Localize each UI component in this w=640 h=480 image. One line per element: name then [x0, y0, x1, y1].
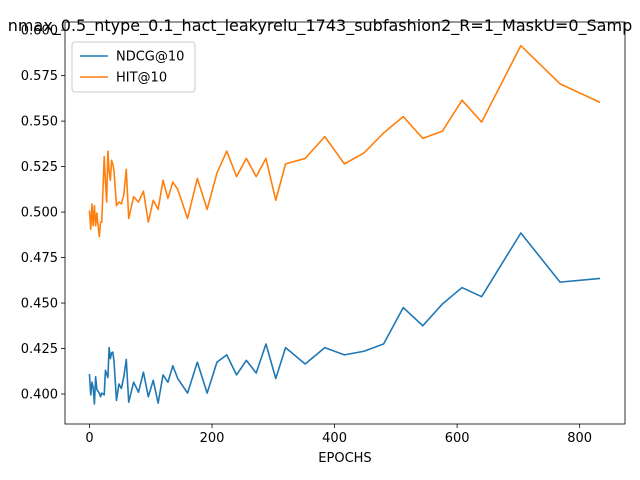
y-tick-label: 0.500: [21, 206, 58, 221]
y-tick-label: 0.525: [21, 160, 58, 175]
y-tick-label: 0.475: [21, 251, 58, 266]
y-tick-label: 0.425: [21, 342, 58, 357]
chart-title: nmax_0.5_ntype_0.1_hact_leakyrelu_1743_s…: [8, 16, 632, 36]
y-tick-label: 0.550: [21, 115, 58, 130]
x-tick-label: 800: [567, 431, 592, 446]
y-tick-label: 0.575: [21, 69, 58, 84]
series-line-1: [88, 44, 601, 238]
legend-label-0: NDCG@10: [116, 50, 184, 65]
x-axis-title: EPOCHS: [318, 451, 371, 466]
y-tick-label: 0.400: [21, 387, 58, 402]
x-tick-label: 600: [445, 431, 470, 446]
y-tick-label: 0.600: [21, 24, 58, 39]
x-axis: 0 200 400 600 800: [85, 424, 592, 446]
plot-frame: [64, 21, 626, 425]
legend-label-1: HIT@10: [116, 71, 167, 86]
y-tick-label: 0.450: [21, 297, 58, 312]
x-tick-label: 200: [200, 431, 225, 446]
plot-area: [88, 44, 601, 405]
x-tick-label: 400: [322, 431, 347, 446]
series-line-0: [88, 232, 601, 405]
y-axis: 0.400 0.425 0.450 0.475 0.500 0.525 0.550 0.575…: [21, 24, 65, 402]
legend: NDCG@10 HIT@10: [71, 41, 196, 93]
x-tick-label: 0: [85, 431, 93, 446]
legend-box: [71, 41, 196, 93]
